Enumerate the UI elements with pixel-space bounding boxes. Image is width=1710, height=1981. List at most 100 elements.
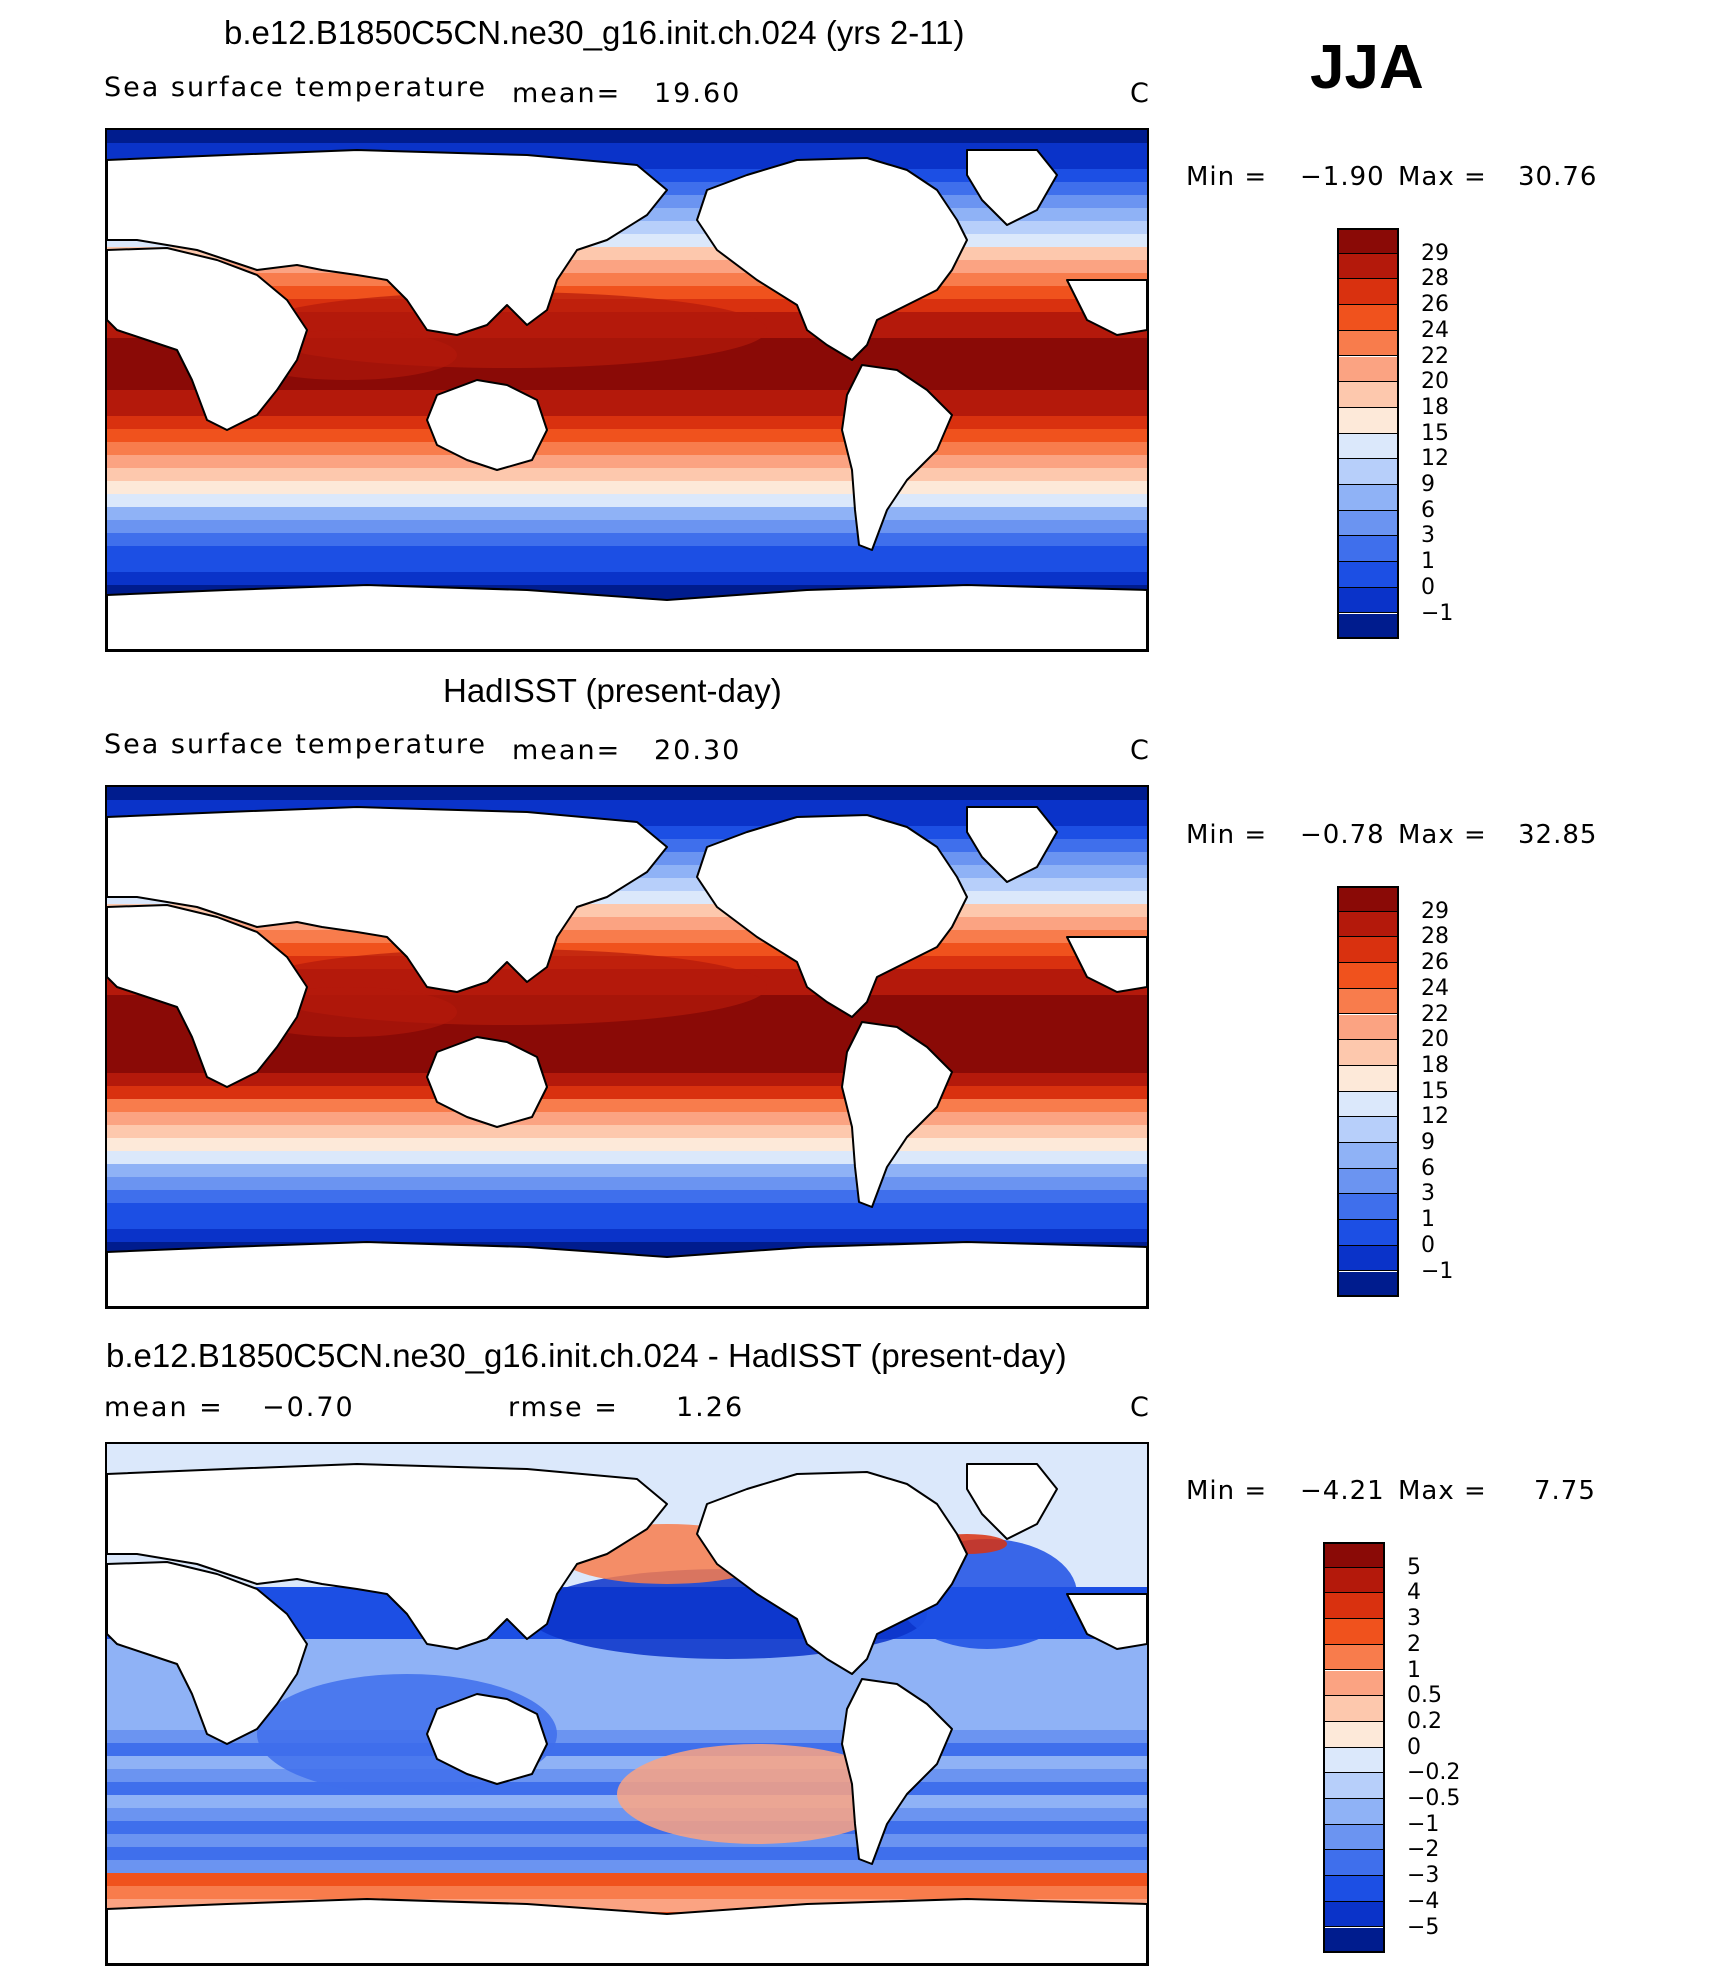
colorbar-frame xyxy=(1337,228,1399,640)
colorbar-tick-label: 3 xyxy=(1407,1606,1421,1632)
colorbar-swatch xyxy=(1323,1799,1385,1825)
continent-south-america xyxy=(841,1021,953,1208)
ocean-band xyxy=(107,1444,1147,1458)
colorbar-tick-label: −0.2 xyxy=(1407,1760,1461,1786)
colorbar-swatch xyxy=(1323,1901,1385,1928)
colorbar-tick-label: 26 xyxy=(1421,292,1449,318)
colorbar-swatch xyxy=(1323,1850,1385,1877)
anomaly-region xyxy=(617,1744,897,1844)
panel-1-min-value: −1.90 xyxy=(1300,162,1385,192)
panel-1-title: b.e12.B1850C5CN.ne30_g16.init.ch.024 (yr… xyxy=(224,14,965,51)
continent-greenland xyxy=(966,806,1058,883)
colorbar-tick-label: 15 xyxy=(1421,1078,1449,1104)
season-label: JJA xyxy=(1310,33,1424,102)
ocean-band xyxy=(107,1086,1147,1100)
panel-3-rmse-label: rmse = xyxy=(508,1392,619,1423)
panel-2-colorbar: 29 28 26 24 22 20 18 15 12 9 6 3 1 0 −1 xyxy=(1337,886,1537,1301)
colorbar-tick-label: 22 xyxy=(1421,343,1449,369)
colorbar-swatch xyxy=(1337,1040,1399,1066)
colorbar-tick-label: 1 xyxy=(1407,1657,1421,1683)
continent-north-africa-east xyxy=(1066,936,1147,993)
ocean-band xyxy=(107,520,1147,534)
colorbar-swatch xyxy=(1337,886,1399,912)
colorbar-swatch xyxy=(1323,1567,1385,1594)
colorbar-swatch xyxy=(1337,356,1399,383)
continent-africa xyxy=(107,1561,308,1745)
colorbar-swatch xyxy=(1337,1091,1399,1118)
continent-australia xyxy=(426,1036,548,1128)
colorbar-tick-label: 9 xyxy=(1421,472,1435,497)
ocean-band xyxy=(107,1177,1147,1191)
colorbar-tick-label: 29 xyxy=(1421,240,1449,266)
panel-3-mean-value: −0.70 xyxy=(262,1392,355,1423)
continent-africa xyxy=(107,904,308,1088)
colorbar-tick-label: 0 xyxy=(1421,574,1435,600)
colorbar-swatch xyxy=(1323,1927,1385,1954)
colorbar-tick-label: 20 xyxy=(1421,369,1449,395)
colorbar-tick-label: −0.5 xyxy=(1407,1786,1461,1811)
ocean-band xyxy=(107,1138,1147,1152)
panel-2-min-label: Min = xyxy=(1186,820,1268,850)
continent-eurasia xyxy=(107,149,668,336)
ocean-band xyxy=(107,1847,1147,1861)
panel-1-colorbar: 29 28 26 24 22 20 18 15 12 9 6 3 1 0 −1 xyxy=(1337,228,1537,643)
ocean-band xyxy=(107,1886,1147,1900)
ocean-band xyxy=(107,130,1147,144)
colorbar-swatch xyxy=(1337,279,1399,306)
colorbar-tick-label: 0.5 xyxy=(1407,1683,1442,1709)
ocean-band xyxy=(107,455,1147,469)
panel-2-max-value: 32.85 xyxy=(1518,820,1598,850)
colorbar-swatch xyxy=(1337,1220,1399,1246)
continent-north-africa-east xyxy=(1066,1593,1147,1650)
panel-1-max-label: Max = xyxy=(1398,162,1487,192)
continent-eurasia xyxy=(107,1463,668,1650)
colorbar-swatch xyxy=(1337,382,1399,408)
ocean-band xyxy=(107,494,1147,508)
ocean-band xyxy=(107,1073,1147,1087)
continent-south-america xyxy=(841,1678,953,1865)
ocean-band xyxy=(107,1834,1147,1848)
colorbar-tick-label: 5 xyxy=(1407,1554,1421,1580)
ocean-band xyxy=(107,1112,1147,1126)
continent-antarctica xyxy=(107,1898,1147,1964)
colorbar-swatch xyxy=(1323,1721,1385,1748)
ocean-band xyxy=(107,1164,1147,1178)
colorbar-swatch xyxy=(1337,1014,1399,1041)
ocean-band xyxy=(107,1665,1147,1679)
panel-3-title: b.e12.B1850C5CN.ne30_g16.init.ch.024 - H… xyxy=(106,1337,1067,1374)
ocean-band xyxy=(107,1652,1147,1666)
ocean-band xyxy=(107,1151,1147,1165)
colorbar-tick-label: −3 xyxy=(1407,1863,1440,1889)
colorbar-tick-label: 9 xyxy=(1421,1130,1435,1155)
colorbar-tick-label: 26 xyxy=(1421,950,1449,976)
colorbar-tick-label: 3 xyxy=(1421,523,1435,549)
continent-north-america xyxy=(696,1471,968,1675)
ocean-band xyxy=(107,572,1147,586)
colorbar-swatch xyxy=(1337,485,1399,511)
colorbar-swatch xyxy=(1337,1245,1399,1272)
colorbar-swatch xyxy=(1337,433,1399,460)
continent-africa xyxy=(107,247,308,431)
colorbar-tick-label: 1 xyxy=(1421,549,1435,575)
colorbar-swatch xyxy=(1337,407,1399,434)
colorbar-tick-label: 28 xyxy=(1421,266,1449,292)
colorbar-swatch xyxy=(1337,228,1399,254)
colorbar-tick-label: 22 xyxy=(1421,1001,1449,1027)
colorbar-swatch xyxy=(1337,536,1399,563)
ocean-band xyxy=(107,1216,1147,1230)
land-masses xyxy=(107,806,1147,1307)
colorbar-swatch xyxy=(1337,330,1399,357)
colorbar-swatch xyxy=(1337,911,1399,938)
colorbar-tick-label: −1 xyxy=(1421,600,1454,626)
continent-antarctica xyxy=(107,1241,1147,1307)
panel-2-max-label: Max = xyxy=(1398,820,1487,850)
colorbar-tick-label: 0.2 xyxy=(1407,1708,1442,1734)
colorbar-swatch xyxy=(1337,459,1399,485)
panel-1-mean-label: mean= xyxy=(512,78,622,109)
ocean-band xyxy=(107,1099,1147,1113)
continent-north-america xyxy=(696,157,968,361)
panel-3-max-label: Max = xyxy=(1398,1476,1487,1506)
panel-2-title: HadISST (present-day) xyxy=(443,672,782,709)
ocean-band xyxy=(107,481,1147,495)
colorbar-swatch xyxy=(1323,1824,1385,1851)
